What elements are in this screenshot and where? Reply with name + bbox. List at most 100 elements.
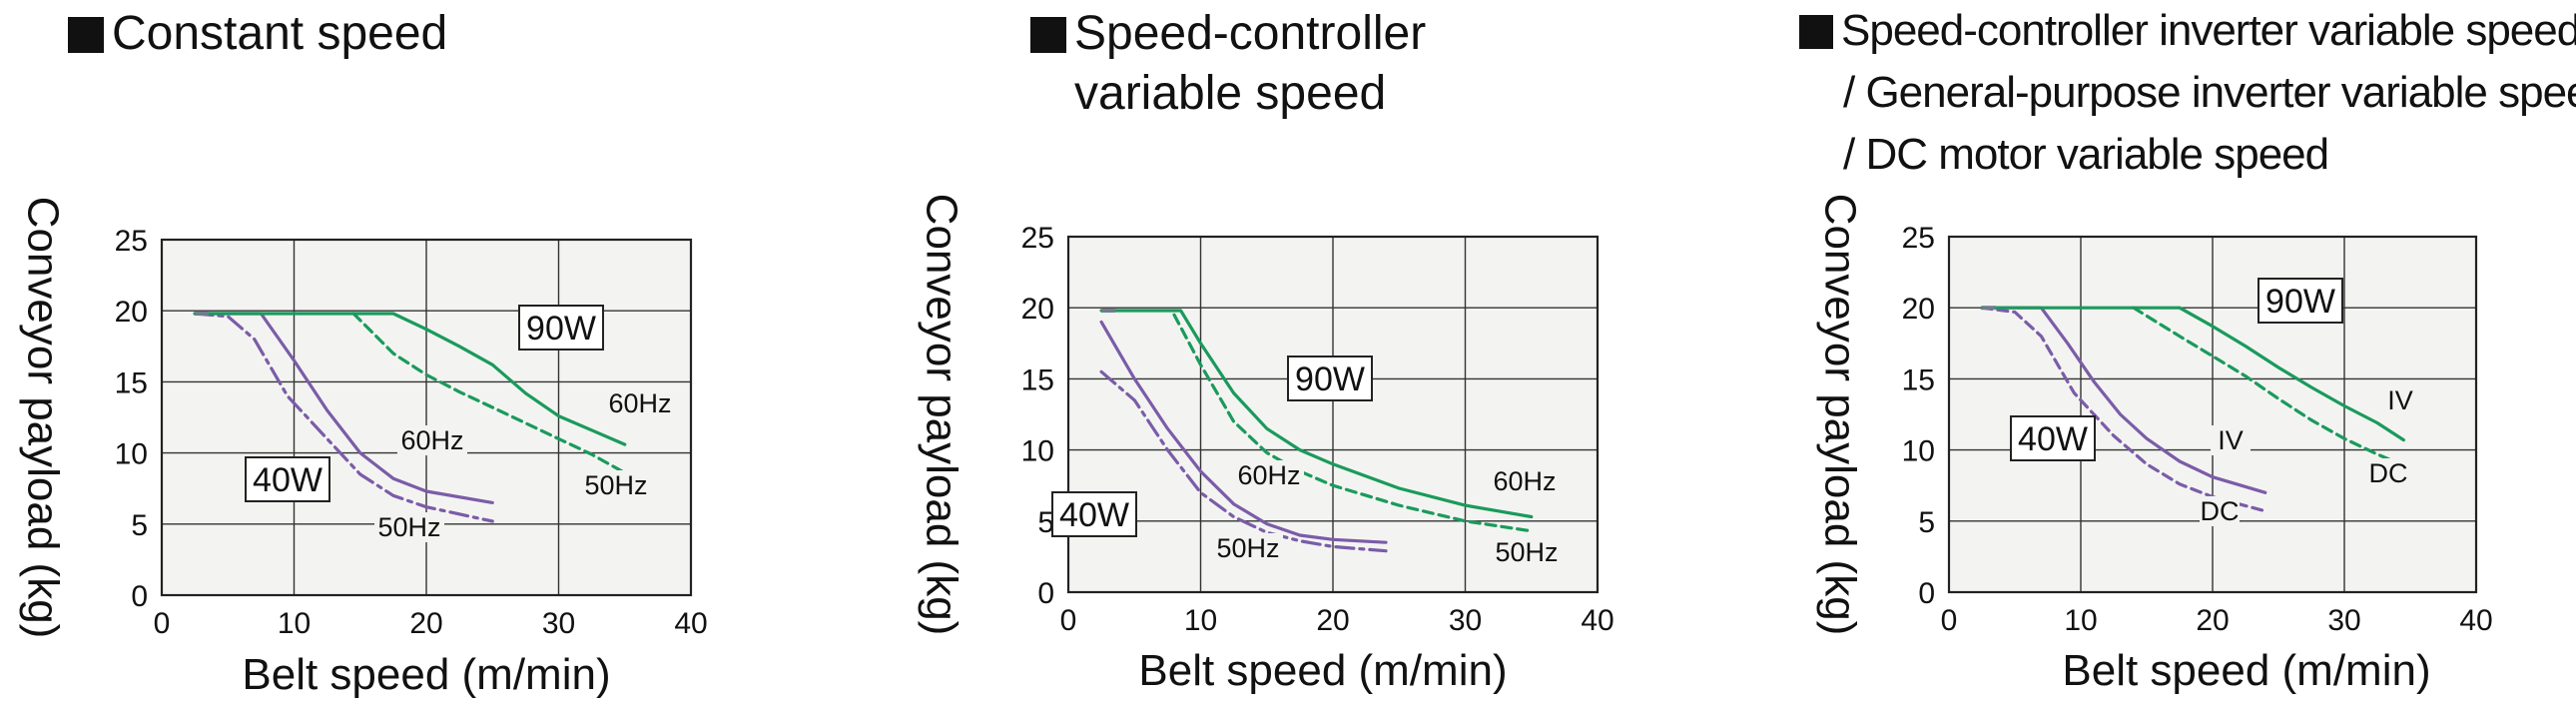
x-tick-label: 20 [2196,604,2229,637]
y-tick-label: 10 [1902,435,1935,468]
power-label-box [1287,356,1373,401]
y-tick-label: 0 [1037,577,1054,610]
x-tick-label: 30 [1449,604,1482,637]
series-line-40w-50hz [1099,369,1388,553]
series-line-90w-60hz [1099,309,1534,519]
black-square-icon [68,17,104,53]
x-tick-label: 40 [2459,604,2492,637]
y-tick-label: 20 [1902,293,1935,326]
y-tick-label: 5 [1918,506,1935,539]
y-tick-label: 20 [115,296,148,329]
series-line-40w-60hz [193,312,494,504]
curve-label: 60Hz [400,425,463,455]
y-tick-label: 15 [115,366,148,399]
power-label-box [1051,491,1137,537]
x-tick-label: 0 [154,607,171,640]
chart-constant-speed: 0 10 20 30 40 0 5 10 15 20 25 Belt speed (m/min) Con… [18,197,707,699]
x-axis-label: Belt speed (m/min) [242,650,610,699]
y-tick-label: 15 [1021,363,1054,396]
y-tick-label: 20 [1021,293,1054,326]
power-label: 40W [2018,420,2088,458]
x-tick-label: 20 [409,607,442,640]
x-axis-label: Belt speed (m/min) [2062,646,2430,695]
black-square-icon [1030,17,1066,53]
x-tick-label: 0 [1941,604,1958,637]
y-tick-label: 5 [1037,506,1054,539]
power-label: 90W [526,310,596,348]
curve-label: IV [2218,425,2244,455]
power-label-box [518,305,604,351]
power-label-box [2010,415,2096,461]
plot-frame [1947,235,2478,594]
curve-label: 50Hz [1216,533,1279,563]
curve-label-bg [1490,466,1560,496]
y-tick-label: 25 [1902,222,1935,255]
power-label: 40W [253,461,322,499]
chart-speed-controller: 0 10 20 30 40 0 5 10 15 20 25 Belt speed (m/min) Con… [917,194,1613,695]
x-tick-label: 10 [2064,604,2097,637]
panel-constant-speed: Constant speed 0 10 20 30 40 0 5 10 15 20 25 Belt s… [0,0,859,716]
y-axis-label: Conveyor payload (kg) [1815,194,1864,636]
chart-title: Constant speed [68,4,447,64]
y-axis-label: Conveyor payload (kg) [917,194,966,636]
curve-label-bg [1213,533,1283,563]
curve-label-bg [2368,458,2408,488]
series-line-40w-dc [1980,306,2267,513]
series-line-90w-50hz [1172,313,1534,533]
power-label-box [2257,278,2343,324]
series-line-40w-iv [1980,306,2267,494]
x-tick-label: 10 [278,607,311,640]
x-tick-label: 0 [1060,604,1077,637]
x-tick-label: 10 [1184,604,1217,637]
panel-inverter-dc: Speed-controller inverter variable speed… [1797,0,2576,716]
x-tick-label: 40 [674,607,707,640]
curve-label: 50Hz [377,512,440,542]
chart-title: Speed-controller inverter variable speed… [1799,0,2576,186]
curve-label: 60Hz [1493,466,1556,496]
curve-label: DC [2201,496,2240,526]
x-tick-label: 40 [1581,604,1613,637]
series-line-90w-iv [1980,306,2406,442]
curve-label: DC [2369,458,2408,488]
curve-label: 50Hz [1495,537,1558,567]
series-line-90w-50hz [351,312,627,475]
y-tick-label: 0 [131,580,148,613]
x-tick-label: 30 [2327,604,2360,637]
curve-label-bg [605,388,675,418]
curve-label: 50Hz [584,470,647,500]
y-tick-label: 0 [1918,577,1935,610]
power-label-box [245,456,330,502]
y-tick-label: 10 [1021,435,1054,468]
x-axis-label: Belt speed (m/min) [1138,646,1507,695]
curve-label: 60Hz [608,388,671,418]
series-line-90w-60hz [193,312,627,446]
y-tick-label: 5 [131,509,148,542]
y-tick-label: 15 [1902,363,1935,396]
series-line-90w-dc [2132,306,2406,467]
plot-frame [1066,235,1600,594]
series-line-40w-60hz [1099,320,1388,544]
curve-label-bg [2211,425,2251,455]
curve-label-bg [581,470,651,500]
curve-label: 60Hz [1237,460,1300,490]
power-label: 40W [1059,496,1129,534]
curve-label-bg [397,425,467,455]
power-label: 90W [1295,360,1365,398]
x-tick-label: 20 [1316,604,1349,637]
x-tick-label: 30 [542,607,575,640]
chart-title: Speed-controller variable speed [1030,4,1426,124]
y-tick-label: 25 [1021,222,1054,255]
plot-frame [160,238,693,597]
y-tick-label: 25 [115,225,148,258]
power-label: 90W [2265,283,2335,321]
curve-label-bg [1492,537,1562,567]
curve-label-bg [2200,496,2240,526]
curve-label: IV [2387,385,2413,415]
panel-speed-controller: Speed-controller variable speed 0 10 20 30 4… [899,0,1757,716]
curve-label-bg [1234,460,1304,490]
black-square-icon [1799,15,1833,49]
y-tick-label: 10 [115,438,148,471]
series-line-40w-50hz [193,312,494,523]
curve-label-bg [374,512,444,542]
y-axis-label: Conveyor payload (kg) [18,197,67,639]
